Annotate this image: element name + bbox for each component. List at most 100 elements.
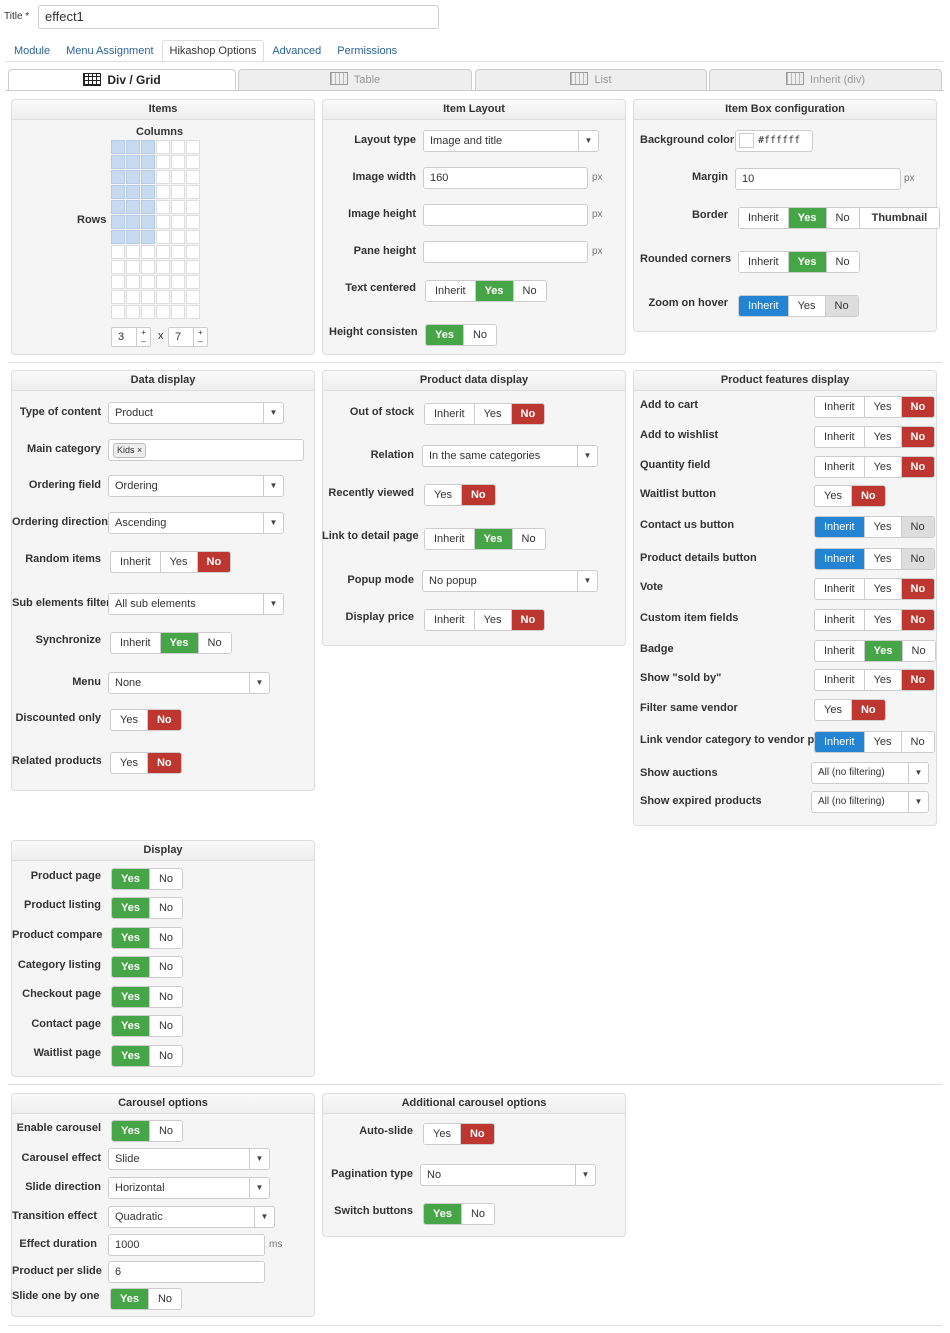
yes-option[interactable]: Yes [864,670,902,690]
tab-menu-assignment[interactable]: Menu Assignment [66,45,154,57]
yes-option[interactable]: Yes [815,486,852,506]
no-option[interactable]: No [198,633,231,653]
yes-option[interactable]: Yes [475,281,514,301]
zoom-on-hover-toggle[interactable]: Inherit Yes No [738,295,859,317]
yes-option[interactable]: Yes [112,957,150,977]
ordering-direction-select[interactable]: Ascending ▼ [108,512,284,534]
inherit-option[interactable]: Inherit [426,281,476,301]
discounted-only-toggle[interactable]: Yes No [110,709,182,731]
pane-height-input[interactable] [423,241,588,263]
tab-inherit-div[interactable]: Inherit (div) [709,69,942,91]
recently-viewed-toggle[interactable]: Yes No [424,484,496,506]
inherit-option[interactable]: Inherit [815,457,865,477]
contact-us-toggle[interactable]: Inherit Yes No [814,516,935,538]
no-option[interactable]: No [148,1289,182,1309]
no-option[interactable]: No [149,928,183,948]
inherit-option[interactable]: Inherit [815,397,865,417]
no-option[interactable]: No [902,641,935,661]
inherit-option[interactable]: Inherit [425,404,475,424]
yes-option[interactable]: Yes [160,633,199,653]
yes-option[interactable]: Yes [864,732,902,752]
margin-input[interactable]: 10 [735,168,901,190]
waitlist-page-toggle[interactable]: Yes No [111,1045,184,1067]
product-details-toggle[interactable]: Inherit Yes No [814,548,935,570]
display-price-toggle[interactable]: Inherit Yes No [424,609,546,631]
add-to-wishlist-toggle[interactable]: Inherit Yes No [814,426,936,448]
category-listing-toggle[interactable]: Yes No [111,956,184,978]
stepper-arrows-icon[interactable]: + – [193,328,207,346]
inherit-option[interactable]: Inherit [815,610,865,630]
filter-same-vendor-toggle[interactable]: Yes No [814,699,886,721]
badge-toggle[interactable]: Inherit Yes No [814,640,936,662]
no-option[interactable]: No [901,427,935,447]
yes-option[interactable]: Yes [864,641,903,661]
no-option[interactable]: No [149,869,183,889]
no-option[interactable]: No [461,1204,495,1224]
tab-table[interactable]: Table [238,69,472,91]
title-input[interactable]: effect1 [38,5,439,29]
random-items-toggle[interactable]: Inherit Yes No [110,551,232,573]
quantity-field-toggle[interactable]: Inherit Yes No [814,456,936,478]
tab-hikashop-options[interactable]: Hikashop Options [161,40,265,62]
no-option[interactable]: No [460,1124,494,1144]
yes-option[interactable]: Yes [864,610,902,630]
no-option[interactable]: No [461,485,495,505]
show-auctions-select[interactable]: All (no filtering) ▼ [811,762,929,784]
yes-option[interactable]: Yes [112,898,150,918]
border-toggle[interactable]: Inherit Yes No Thumbnail [738,207,941,229]
no-option[interactable]: No [511,404,545,424]
no-option[interactable]: No [512,529,545,549]
menu-select[interactable]: None ▼ [108,672,270,694]
ordering-field-select[interactable]: Ordering ▼ [108,475,284,497]
effect-duration-input[interactable]: 1000 [108,1234,265,1256]
no-option[interactable]: No [149,898,183,918]
slide-direction-select[interactable]: Horizontal ▼ [108,1177,270,1199]
type-of-content-select[interactable]: Product ▼ [108,402,284,424]
synchronize-toggle[interactable]: Inherit Yes No [110,632,232,654]
inherit-option[interactable]: Inherit [815,670,865,690]
no-option[interactable]: No [147,710,181,730]
yes-option[interactable]: Yes [788,208,827,228]
yes-option[interactable]: Yes [788,252,827,272]
yes-option[interactable]: Yes [426,325,464,345]
add-to-cart-toggle[interactable]: Inherit Yes No [814,396,936,418]
no-option[interactable]: No [147,753,181,773]
link-detail-toggle[interactable]: Inherit Yes No [424,528,546,550]
inherit-option[interactable]: Inherit [111,552,161,572]
yes-option[interactable]: Yes [112,928,150,948]
no-option[interactable]: No [901,549,934,569]
out-of-stock-toggle[interactable]: Inherit Yes No [424,403,546,425]
no-option[interactable]: No [149,1046,183,1066]
no-option[interactable]: No [149,1121,183,1141]
yes-option[interactable]: Yes [112,869,150,889]
tab-div-grid[interactable]: Div / Grid [8,69,236,91]
transition-effect-select[interactable]: Quadratic ▼ [108,1206,275,1228]
no-option[interactable]: No [513,281,546,301]
inherit-option[interactable]: Inherit [425,610,475,630]
image-height-input[interactable] [423,204,588,226]
inherit-option[interactable]: Inherit [739,208,789,228]
yes-option[interactable]: Yes [111,753,148,773]
yes-option[interactable]: Yes [474,404,512,424]
yes-option[interactable]: Yes [864,579,902,599]
yes-option[interactable]: Yes [112,1016,150,1036]
yes-option[interactable]: Yes [864,457,902,477]
switch-buttons-toggle[interactable]: Yes No [423,1203,496,1225]
link-vendor-category-toggle[interactable]: Inherit Yes No [814,731,935,753]
contact-page-toggle[interactable]: Yes No [111,1015,184,1037]
yes-option[interactable]: Yes [815,700,852,720]
no-option[interactable]: No [901,457,935,477]
inherit-option[interactable]: Inherit [815,427,865,447]
sub-elements-filter-select[interactable]: All sub elements ▼ [108,593,284,615]
pagination-type-select[interactable]: No ▼ [420,1164,596,1186]
show-expired-select[interactable]: All (no filtering) ▼ [811,791,929,813]
image-width-input[interactable]: 160 [423,167,588,189]
no-option[interactable]: No [901,517,934,537]
related-products-toggle[interactable]: Yes No [110,752,182,774]
yes-option[interactable]: Yes [424,1204,462,1224]
checkout-page-toggle[interactable]: Yes No [111,986,184,1008]
yes-option[interactable]: Yes [160,552,198,572]
layout-type-select[interactable]: Image and title ▼ [423,130,599,152]
cols-stepper[interactable]: 7 + – [168,327,208,347]
yes-option[interactable]: Yes [424,1124,461,1144]
